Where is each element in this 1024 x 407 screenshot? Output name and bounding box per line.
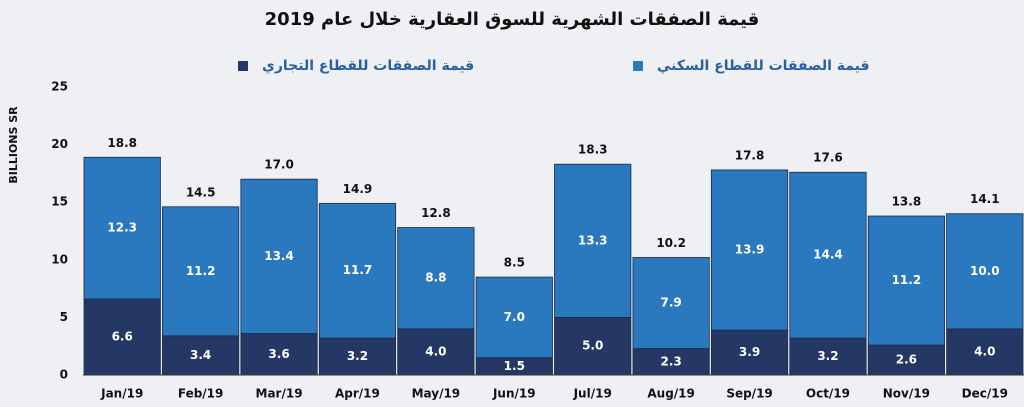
value-label: 13.9	[735, 243, 765, 257]
y-tick-label: 0	[60, 368, 68, 382]
total-label: 17.0	[264, 158, 294, 172]
bar-segment	[946, 328, 1024, 376]
bar-segment	[710, 169, 789, 331]
y-tick-label: 20	[51, 137, 68, 151]
value-label: 3.4	[190, 348, 211, 362]
bar-segment	[554, 316, 632, 376]
bar-segment	[946, 213, 1024, 330]
x-tick-label: Dec/19	[962, 387, 1008, 401]
value-label: 3.9	[739, 345, 760, 359]
total-label: 14.1	[970, 192, 1000, 206]
bar-segment	[789, 171, 867, 339]
bar-segment	[240, 178, 318, 334]
value-label: 3.6	[268, 347, 289, 361]
bar-segment	[710, 329, 789, 376]
value-label: 7.9	[660, 296, 681, 310]
x-tick-label: May/19	[412, 387, 461, 401]
total-label: 8.5	[504, 256, 525, 270]
legend-swatch	[633, 61, 643, 71]
bar-segment	[475, 276, 553, 359]
x-tick-label: Mar/19	[256, 387, 303, 401]
value-label: 6.6	[112, 329, 133, 343]
y-axis-label: BILLIONS SR	[7, 106, 20, 184]
bar-segment	[162, 335, 240, 376]
y-tick-label: 15	[51, 195, 68, 209]
bar-segment	[397, 227, 475, 330]
legend-label: قيمة الصفقات للقطاع السكني	[657, 58, 870, 74]
total-label: 10.2	[656, 236, 686, 250]
value-label: 10.0	[970, 264, 1000, 278]
x-tick-label: Oct/19	[806, 387, 850, 401]
value-label: 13.4	[264, 249, 294, 263]
value-label: 12.3	[107, 221, 137, 235]
x-tick-label: Jul/19	[573, 387, 612, 401]
x-tick-label: Jan/19	[100, 387, 143, 401]
bar-segment	[867, 344, 945, 376]
bar-segment	[867, 215, 945, 346]
bar-segment	[318, 337, 397, 376]
total-label: 12.8	[421, 206, 451, 220]
value-label: 14.4	[813, 248, 843, 262]
value-label: 13.3	[578, 233, 608, 247]
y-tick-label: 5	[60, 310, 68, 324]
x-tick-label: Aug/19	[647, 387, 695, 401]
value-label: 1.5	[504, 359, 525, 373]
bar-segment	[632, 257, 710, 349]
bar-segment	[318, 202, 397, 339]
total-label: 17.8	[735, 148, 765, 162]
value-label: 11.2	[892, 273, 922, 287]
bar-segment	[83, 298, 161, 376]
x-tick-label: Nov/19	[883, 387, 930, 401]
value-label: 2.6	[896, 353, 917, 367]
chart-title: قيمة الصفقات الشهرية للسوق العقارية خلال…	[265, 9, 760, 30]
value-label: 5.0	[582, 339, 603, 353]
value-label: 4.0	[974, 344, 995, 358]
total-label: 18.8	[107, 136, 137, 150]
total-label: 17.6	[813, 151, 843, 165]
total-label: 14.5	[186, 185, 216, 199]
bar-segment	[554, 163, 632, 318]
y-tick-label: 10	[51, 252, 68, 266]
value-label: 11.2	[186, 264, 216, 278]
total-label: 14.9	[343, 182, 373, 196]
legend-label: قيمة الصفقات للقطاع التجاري	[262, 58, 474, 75]
x-tick-label: Sep/19	[726, 387, 772, 401]
x-tick-label: Apr/19	[335, 387, 380, 401]
value-label: 7.0	[504, 310, 525, 324]
value-label: 2.3	[660, 354, 681, 368]
total-label: 18.3	[578, 143, 608, 157]
value-label: 8.8	[425, 271, 446, 285]
value-label: 11.7	[343, 263, 373, 277]
legend-swatch	[238, 61, 248, 71]
bar-segment	[83, 156, 161, 300]
value-label: 3.2	[817, 349, 838, 363]
x-tick-label: Feb/19	[178, 387, 224, 401]
bar-segment	[162, 206, 240, 337]
bar-segment	[397, 328, 475, 376]
y-tick-label: 25	[51, 80, 68, 94]
bar-segment	[632, 348, 710, 376]
value-label: 3.2	[347, 349, 368, 363]
value-label: 4.0	[425, 344, 446, 358]
total-label: 13.8	[892, 195, 922, 209]
x-tick-label: Jun/19	[492, 387, 536, 401]
